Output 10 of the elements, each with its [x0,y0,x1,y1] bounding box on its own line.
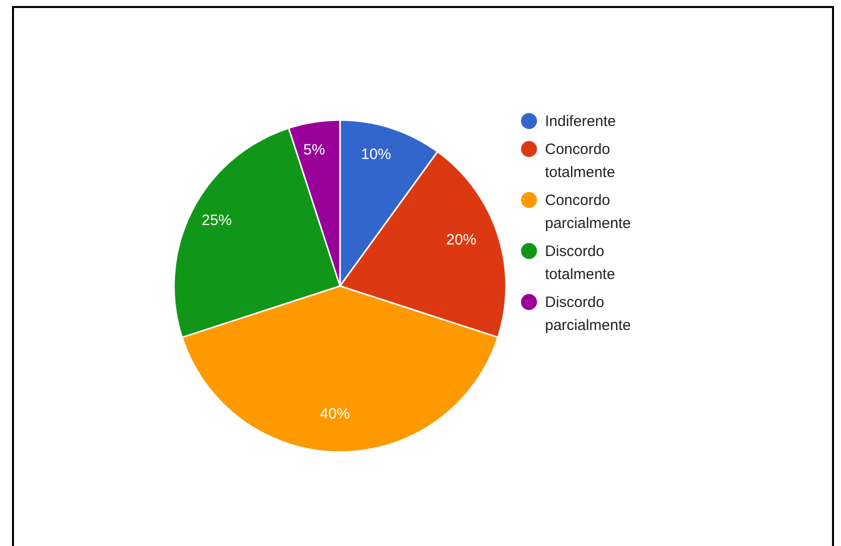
legend-label: Discordo totalmente [545,242,616,285]
legend-label: Indiferente [545,112,617,132]
legend-label: Concordo parcialmente [545,191,632,234]
legend-label: Discordo parcialmente [545,293,632,336]
data-label: 20% [446,231,476,248]
data-label: 10% [361,146,392,164]
data-label: 40% [320,405,350,422]
legend-label: Concordo totalmente [545,140,616,183]
data-label: 5% [303,141,326,158]
data-label: 25% [202,212,232,230]
